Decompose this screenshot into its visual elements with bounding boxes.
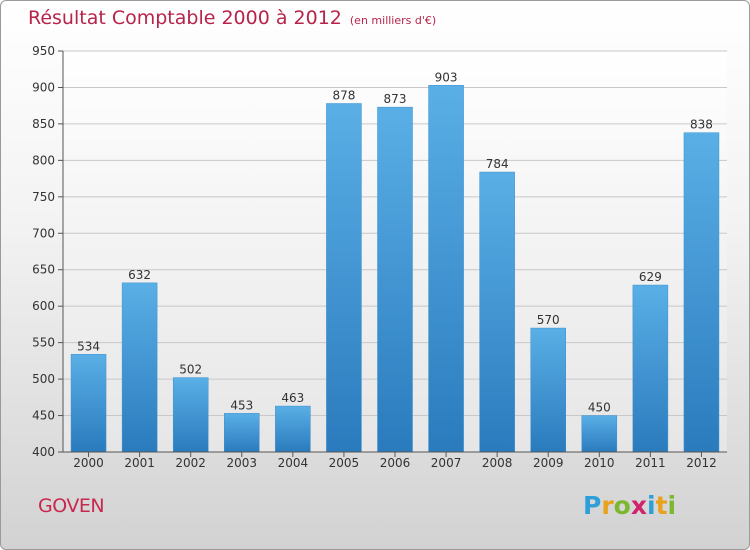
x-tick-label-2012: 2012 — [686, 456, 717, 470]
logo-letter: o — [613, 491, 631, 520]
x-tick-label-2006: 2006 — [380, 456, 411, 470]
data-label-2009: 570 — [537, 313, 560, 327]
y-tick-label: 650 — [32, 263, 55, 277]
data-label-2012: 838 — [690, 118, 713, 132]
x-tick-label-2008: 2008 — [482, 456, 513, 470]
logo-letter: x — [630, 491, 647, 520]
data-label-2010: 450 — [588, 401, 611, 415]
data-label-2003: 453 — [230, 398, 253, 412]
y-tick-label: 850 — [32, 117, 55, 131]
bar-2010 — [581, 415, 618, 453]
chart-title: Résultat Comptable 2000 à 2012 (en millie… — [28, 7, 436, 29]
x-tick-label-2009: 2009 — [533, 456, 564, 470]
logo-letter: P — [583, 491, 602, 520]
data-label-2005: 878 — [332, 88, 355, 102]
x-tick-label-2004: 2004 — [278, 456, 309, 470]
logo-letter: r — [601, 491, 614, 520]
x-tick-labels: 2000 2001 2002 2003 2004 2005 2006 2007 2008 2009… — [73, 456, 716, 470]
y-tick-labels: 400 450 500 550 600 650 700 750 800 850 900 950 — [32, 44, 55, 459]
chart-title-text: Résultat Comptable 2000 à 2012 — [28, 7, 342, 29]
x-tick-label-2011: 2011 — [635, 456, 666, 470]
y-tick-label: 500 — [32, 372, 55, 386]
bar-2001 — [121, 282, 158, 453]
x-tick-label-2010: 2010 — [584, 456, 615, 470]
y-tick-label: 550 — [32, 336, 55, 350]
data-label-2002: 502 — [179, 363, 202, 377]
x-tick-label-2007: 2007 — [431, 456, 462, 470]
bar-2007 — [428, 85, 464, 453]
bar-2008 — [479, 171, 515, 453]
data-label-2000: 534 — [77, 339, 100, 353]
chart-subtitle: (en milliers d'€) — [349, 14, 437, 27]
bar-2002 — [172, 377, 209, 453]
bar-2003 — [224, 413, 260, 453]
y-tick-label: 600 — [32, 299, 55, 313]
y-tick-label: 950 — [32, 44, 55, 58]
y-tick-label: 400 — [32, 445, 55, 459]
y-tick-label: 800 — [32, 153, 55, 167]
data-label-2004: 463 — [281, 391, 304, 405]
bars — [70, 85, 720, 453]
y-tick-label: 700 — [32, 226, 55, 240]
bar-2011 — [632, 284, 669, 453]
logo-letter: i — [667, 491, 677, 520]
x-tick-label-2003: 2003 — [226, 456, 257, 470]
logo-letter: t — [655, 491, 668, 520]
proxiti-logo: Proxiti — [583, 491, 676, 520]
x-tick-label-2002: 2002 — [175, 456, 206, 470]
axes — [62, 51, 727, 453]
y-tick-label: 750 — [32, 190, 55, 204]
bar-2009 — [530, 327, 566, 453]
bar-2004 — [275, 405, 311, 453]
bar-2012 — [683, 132, 720, 453]
bar-2005 — [326, 103, 362, 453]
data-label-2006: 873 — [384, 92, 407, 106]
data-label-2007: 903 — [435, 70, 458, 84]
y-tick-label: 450 — [32, 409, 55, 423]
commune-name: GOVEN — [38, 495, 105, 517]
logo-letter: i — [647, 491, 656, 520]
bar-2000 — [70, 354, 107, 453]
x-tick-label-2005: 2005 — [329, 456, 360, 470]
data-label-2011: 629 — [639, 270, 662, 284]
x-tick-label-2000: 2000 — [73, 456, 104, 470]
y-tick-label: 900 — [32, 80, 55, 94]
data-label-2008: 784 — [486, 157, 509, 171]
x-tick-label-2001: 2001 — [124, 456, 155, 470]
bar-2006 — [377, 106, 413, 453]
data-labels: 534 632 502 453 463 878 873 903 784 570 450 629 838 — [77, 70, 713, 414]
data-label-2001: 632 — [128, 268, 151, 282]
